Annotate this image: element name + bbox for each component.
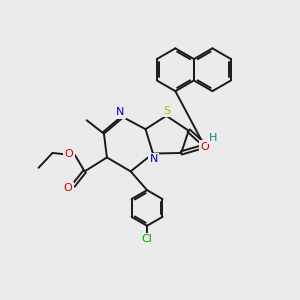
Text: S: S xyxy=(163,106,170,116)
Text: N: N xyxy=(116,107,124,117)
Text: H: H xyxy=(209,133,217,142)
Text: N: N xyxy=(149,154,158,164)
Text: O: O xyxy=(64,183,72,193)
Text: O: O xyxy=(65,149,74,159)
Text: Cl: Cl xyxy=(142,234,152,244)
Text: O: O xyxy=(201,142,209,152)
